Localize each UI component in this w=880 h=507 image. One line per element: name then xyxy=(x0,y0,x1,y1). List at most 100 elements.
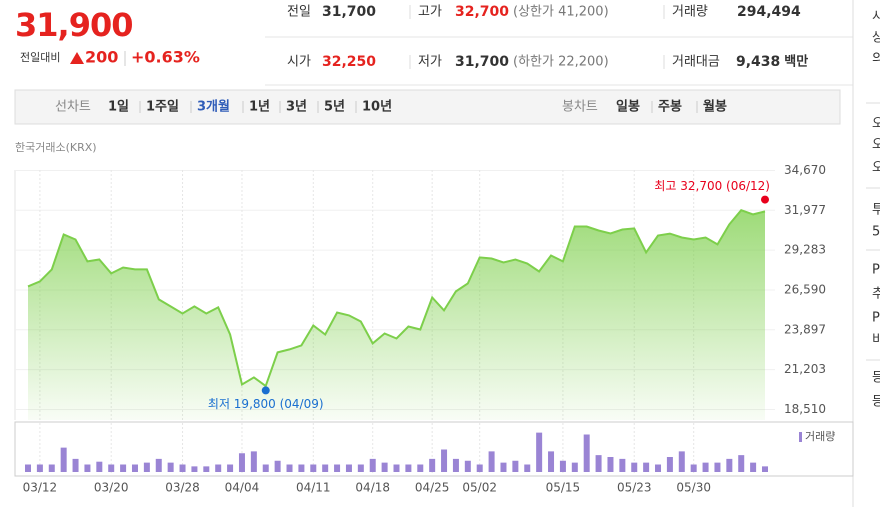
stat-label: 거래대금 xyxy=(672,55,720,70)
y-tick-label: 29,283 xyxy=(784,243,826,257)
volume-bar xyxy=(298,464,305,472)
volume-bar xyxy=(393,464,400,472)
volume-bar xyxy=(84,464,91,472)
price: 31,900 xyxy=(15,6,132,44)
stat-label: 저가 xyxy=(418,55,442,70)
sidebar-item: 시 xyxy=(872,10,880,25)
volume-bar xyxy=(274,460,281,472)
volume-bar xyxy=(322,464,329,472)
volume-bar xyxy=(655,464,662,472)
low-label: 최저 19,800 (04/09) xyxy=(208,397,324,411)
period-tab[interactable]: 5년 xyxy=(324,100,345,115)
up-arrow xyxy=(70,52,84,64)
volume-bar xyxy=(595,455,602,472)
stat-value: 294,494 xyxy=(737,4,801,20)
period-tab[interactable]: 1년 xyxy=(249,100,270,115)
volume-bar xyxy=(536,432,543,472)
stat-label: 거래량 xyxy=(672,5,708,20)
stat-label: 시가 xyxy=(287,55,311,70)
volume-bar xyxy=(738,455,745,472)
period-tab[interactable]: 1주일 xyxy=(146,100,179,115)
volume-bar xyxy=(619,458,626,472)
volume-bar xyxy=(167,462,174,472)
volume-bar xyxy=(262,464,269,472)
change-label: 전일대비 xyxy=(20,50,60,64)
stat-value: 32,700 xyxy=(455,4,509,20)
price-area xyxy=(28,210,765,420)
stat-label: 고가 xyxy=(418,5,442,20)
volume-frame xyxy=(14,421,854,477)
stat-unit: 백만 xyxy=(784,54,808,70)
volume-bar xyxy=(25,464,31,472)
stat-note: (상한가 41,200) xyxy=(513,5,609,20)
sidebar-item: 상 xyxy=(872,31,880,46)
volume-bar xyxy=(714,462,721,472)
sidebar-item: 오 xyxy=(872,117,880,132)
x-tick-label: 04/04 xyxy=(225,481,260,495)
volume-bar xyxy=(631,462,638,472)
volume-bar xyxy=(607,457,614,472)
stat-note: (하한가 22,200) xyxy=(513,55,609,70)
sidebar-item: 5 xyxy=(872,225,880,240)
volume-bar xyxy=(357,464,364,472)
volume-bar xyxy=(702,462,709,472)
volume-bar xyxy=(96,461,103,472)
volume-bar xyxy=(345,464,352,472)
volume-bar xyxy=(417,464,424,472)
volume-bar xyxy=(203,466,210,472)
price-line xyxy=(27,209,766,388)
volume-bar xyxy=(131,464,138,472)
period-tab[interactable]: 3년 xyxy=(286,100,307,115)
volume-bar xyxy=(559,460,566,472)
volume-bar xyxy=(678,451,685,472)
tab-group-label: 선차트 xyxy=(55,100,91,115)
sidebar-item: 비 xyxy=(872,333,880,348)
sidebar-item: 등 xyxy=(872,371,880,386)
stat-value: 32,250 xyxy=(322,54,376,70)
stat-value: 31,700 xyxy=(322,4,376,20)
volume-bar xyxy=(334,464,341,472)
x-tick-label: 05/30 xyxy=(676,481,711,495)
sidebar-item: P xyxy=(872,311,880,326)
x-tick-label: 04/25 xyxy=(415,481,450,495)
volume-bar xyxy=(191,466,198,472)
volume-bar xyxy=(215,464,222,472)
change: 200 xyxy=(85,48,118,67)
volume-bar xyxy=(120,464,127,472)
volume-bar xyxy=(690,464,697,472)
volume-bar xyxy=(583,434,590,472)
volume-bar xyxy=(429,458,436,472)
x-tick-label: 05/23 xyxy=(617,481,652,495)
y-tick-label: 23,897 xyxy=(784,322,826,336)
candle-tab[interactable]: 월봉 xyxy=(703,99,727,115)
period-tab[interactable]: 10년 xyxy=(362,100,392,115)
change-rate: +0.63% xyxy=(131,48,200,67)
volume-bar xyxy=(762,466,768,472)
x-tick-label: 05/02 xyxy=(462,481,497,495)
volume-bar xyxy=(405,464,412,472)
volume-bar xyxy=(227,464,234,472)
volume-bar xyxy=(441,449,448,472)
period-tab[interactable]: 1일 xyxy=(108,100,129,115)
sidebar-item: 오 xyxy=(872,161,880,176)
low-marker xyxy=(261,386,270,395)
volume-bar xyxy=(286,464,293,472)
volume-bar xyxy=(48,464,55,472)
candle-tab[interactable]: 일봉 xyxy=(616,100,640,115)
sidebar-item: 등 xyxy=(872,395,880,410)
period-tab[interactable]: 3개월 xyxy=(197,99,230,115)
tab-bar xyxy=(14,89,841,125)
sidebar-item: 의 xyxy=(872,52,880,67)
x-tick-label: 03/12 xyxy=(23,481,58,495)
y-tick-label: 18,510 xyxy=(784,402,826,416)
volume-bar xyxy=(488,451,495,472)
stat-value: 9,438 xyxy=(736,54,780,70)
high-marker xyxy=(761,195,769,204)
volume-bar xyxy=(143,462,150,472)
x-tick-label: 03/28 xyxy=(165,481,200,495)
x-tick-label: 04/11 xyxy=(296,481,331,495)
candle-tab[interactable]: 주봉 xyxy=(658,100,682,115)
volume-bar xyxy=(108,464,115,472)
volume-bar xyxy=(250,451,257,472)
x-tick-label: 03/20 xyxy=(94,481,129,495)
